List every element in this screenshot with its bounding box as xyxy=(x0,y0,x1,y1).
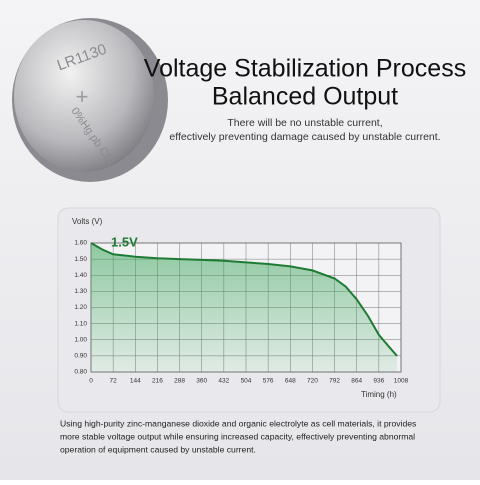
chart: 0.80 0.90 1.00 1.10 1.20 1.30 1.40 1.50 1.60 0 72 1… xyxy=(72,217,409,399)
plus-sign: + xyxy=(76,84,89,109)
x-axis-label: Timing (h) xyxy=(361,390,397,399)
x-tick-label: 576 xyxy=(263,378,274,385)
x-tick-label: 360 xyxy=(196,378,207,385)
x-tick-label: 432 xyxy=(218,378,229,385)
y-tick-label: 0.80 xyxy=(74,369,87,376)
y-tick-label: 1.40 xyxy=(74,272,87,279)
footer-text: operation of equipment caused by unstabl… xyxy=(60,444,256,454)
coin-face xyxy=(14,20,154,172)
x-tick-label: 288 xyxy=(174,378,185,385)
x-tick-label: 144 xyxy=(130,378,141,385)
x-tick-label: 648 xyxy=(285,378,296,385)
subtitle: effectively preventing damage caused by … xyxy=(169,131,440,143)
y-axis-label: Volts (V) xyxy=(72,217,103,226)
y-tick-label: 1.00 xyxy=(74,336,87,343)
y-tick-label: 1.20 xyxy=(74,304,87,311)
x-tick-label: 936 xyxy=(373,378,384,385)
x-tick-label: 864 xyxy=(351,378,362,385)
footer-text: Using high-purity zinc-manganese dioxide… xyxy=(60,418,416,428)
y-tick-label: 1.60 xyxy=(74,240,87,247)
y-tick-label: 0.90 xyxy=(74,353,87,360)
y-tick-label: 1.30 xyxy=(74,288,87,295)
title: Voltage Stabilization Process xyxy=(144,55,466,83)
x-tick-label: 216 xyxy=(152,378,163,385)
title: Balanced Output xyxy=(212,83,398,111)
x-tick-label: 720 xyxy=(307,378,318,385)
y-tick-label: 1.10 xyxy=(74,320,87,327)
battery: LR1130 + 0%Hg.pb CELL xyxy=(12,18,168,182)
y-tick-label: 1.50 xyxy=(74,256,87,263)
annotation: 1.5V xyxy=(111,234,138,249)
footer-text: more stable voltage output while ensurin… xyxy=(60,431,415,441)
x-tick-label: 72 xyxy=(110,378,118,385)
area-fill xyxy=(91,243,398,372)
x-tick-label: 1008 xyxy=(394,378,409,385)
x-tick-label: 504 xyxy=(241,378,252,385)
subtitle: There will be no unstable current, xyxy=(227,117,382,129)
x-tick-label: 0 xyxy=(89,378,93,385)
x-tick-label: 792 xyxy=(329,378,340,385)
line xyxy=(90,242,398,357)
